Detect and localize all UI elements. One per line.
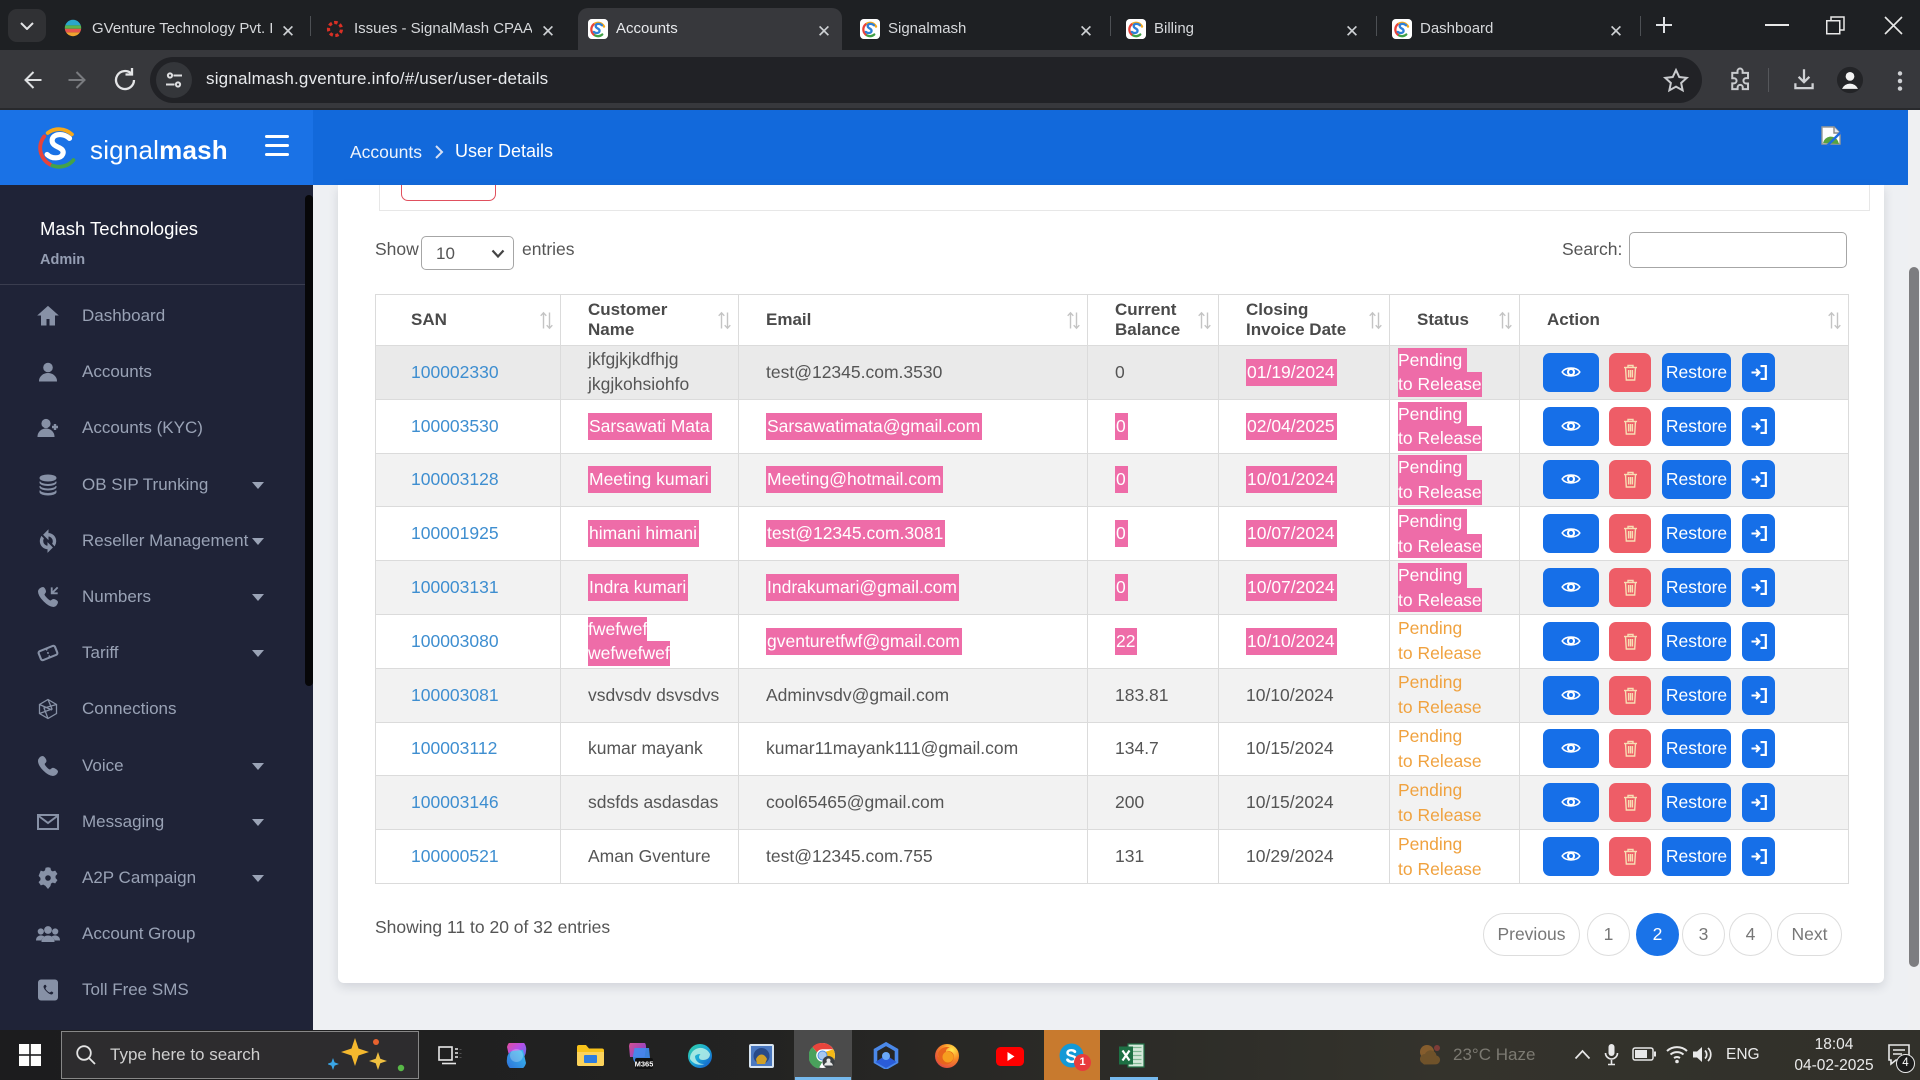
svg-text:M365: M365: [635, 1060, 653, 1069]
